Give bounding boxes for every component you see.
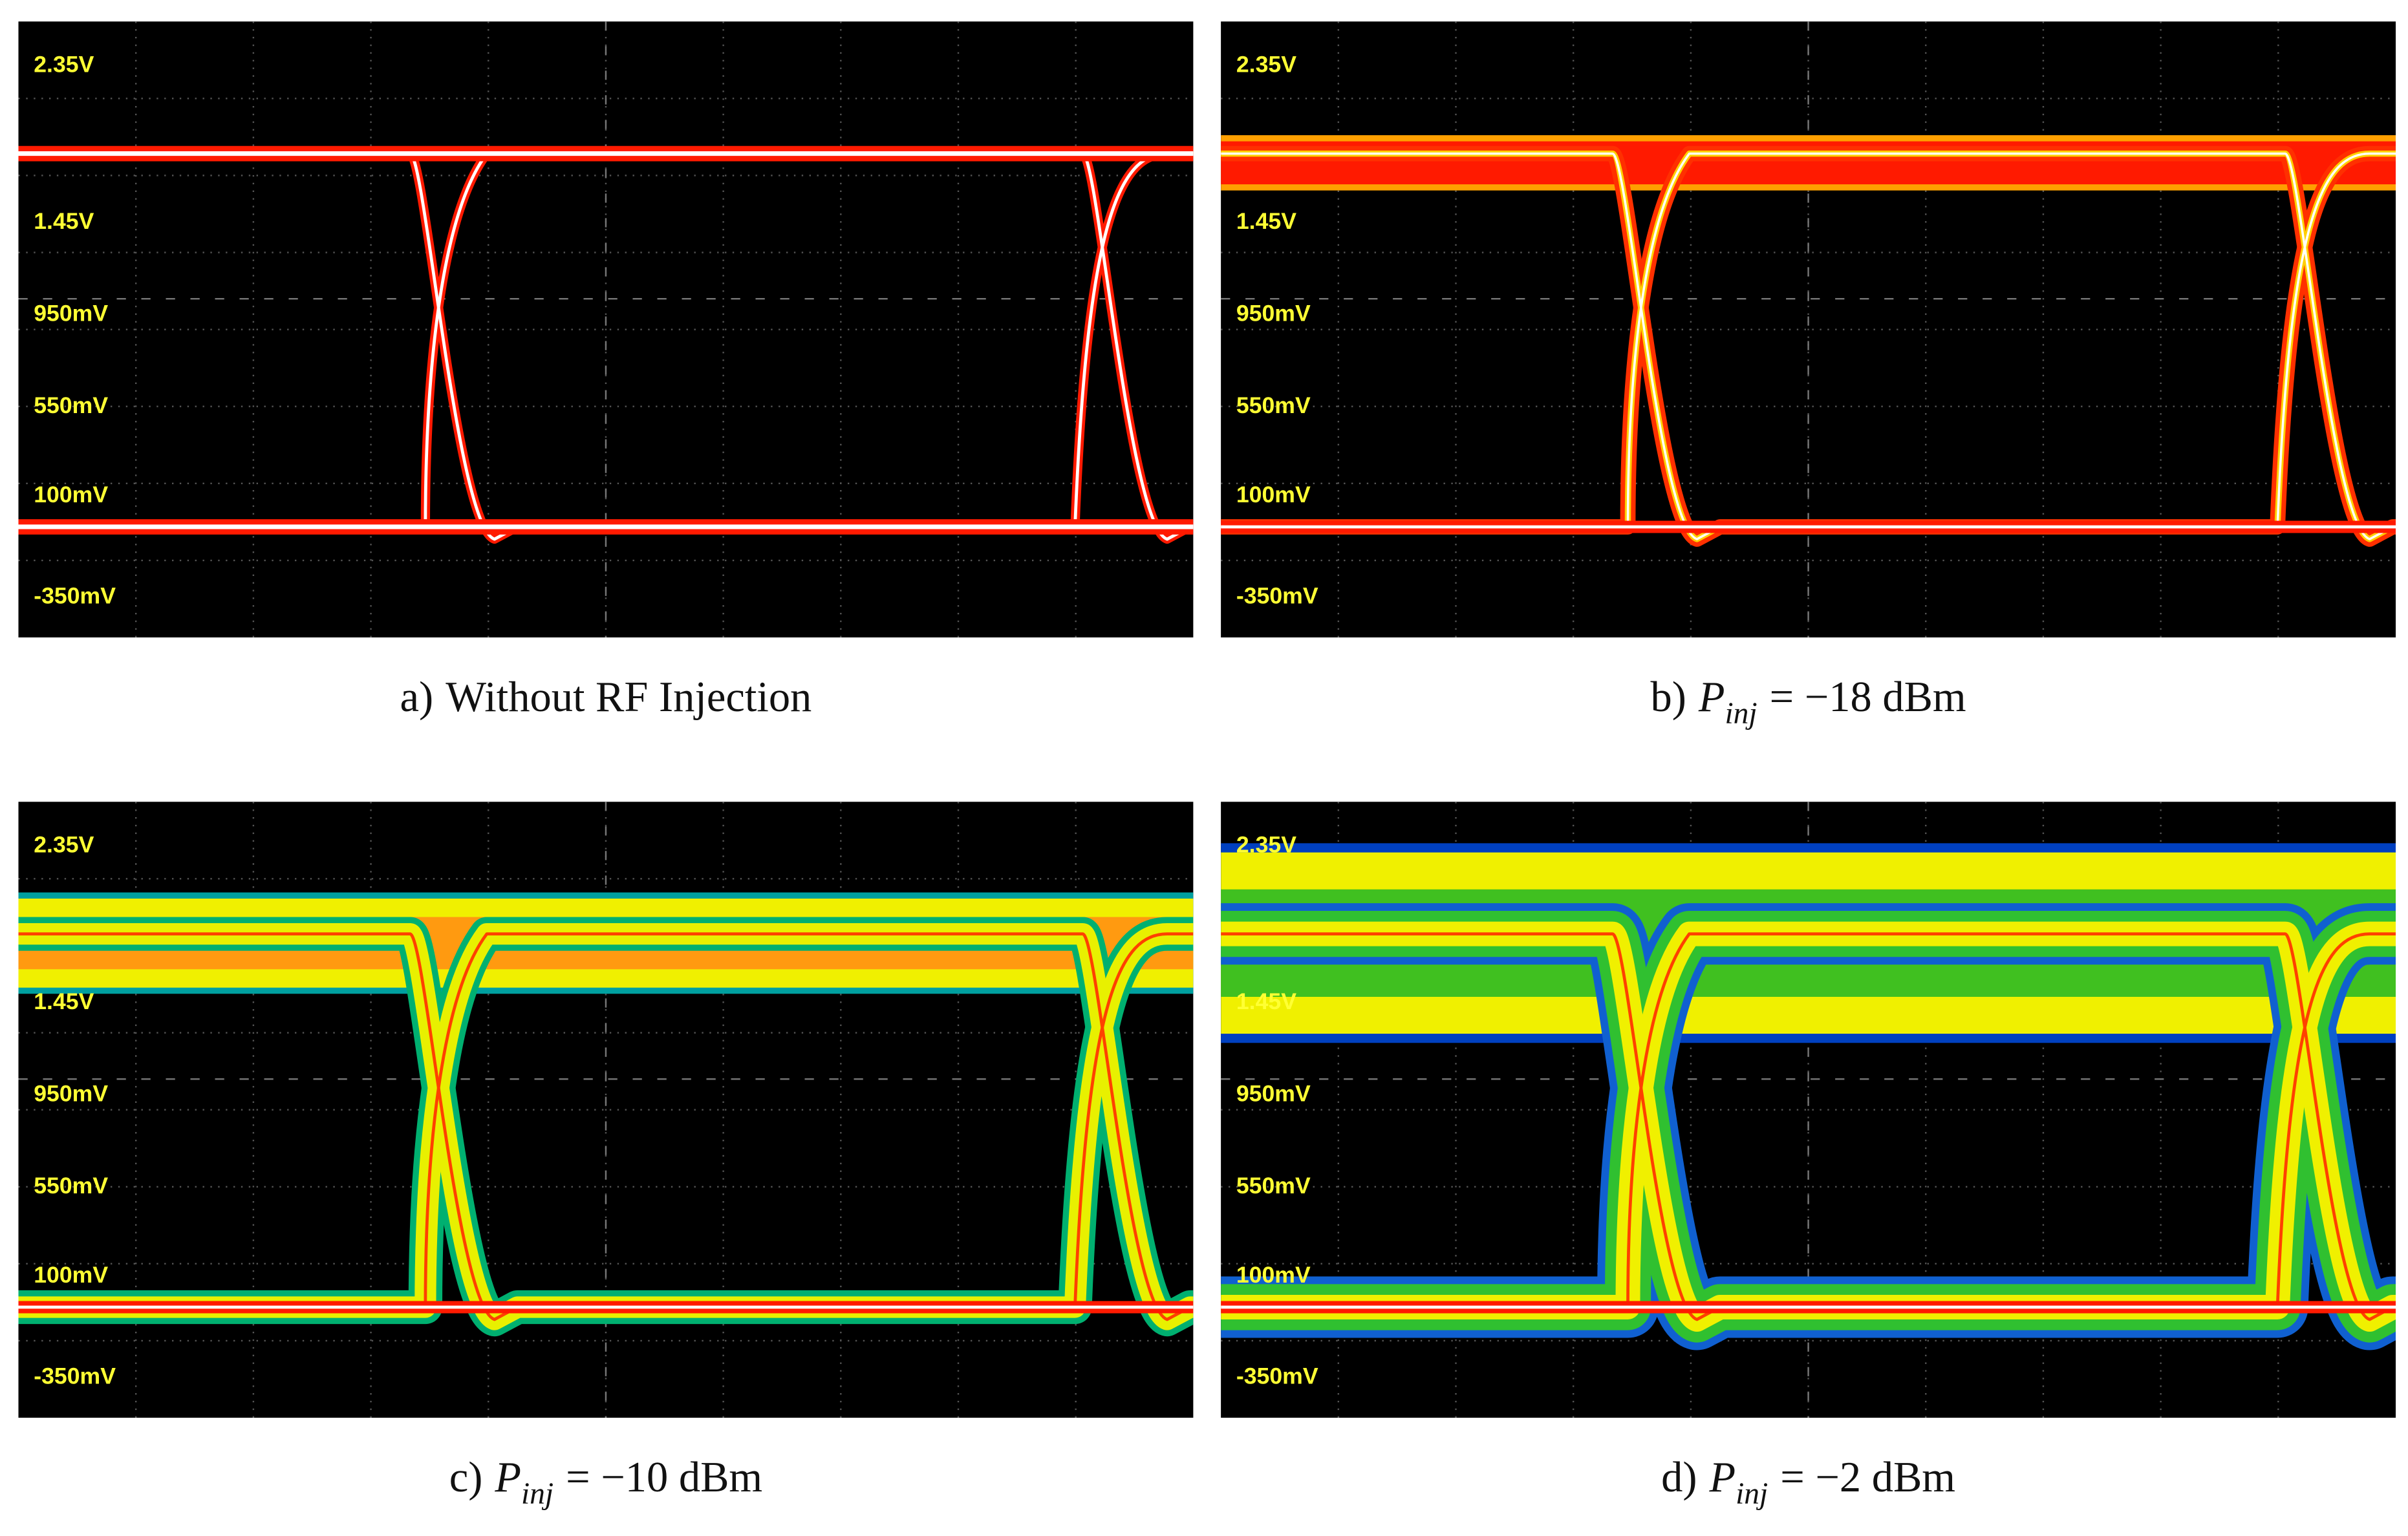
y-tick-label: 1.45V — [34, 988, 94, 1014]
y-tick-label: 550mV — [1236, 1173, 1311, 1199]
caption: a) Without RF Injection — [400, 674, 812, 721]
eye-edge — [1221, 152, 2396, 540]
y-tick-label: -350mV — [1236, 1363, 1318, 1389]
y-tick-label: 1.45V — [1236, 988, 1296, 1014]
eye-edge — [18, 932, 1194, 1321]
caption: c) Pinj = −10 dBm — [449, 1454, 762, 1511]
y-tick-label: 950mV — [34, 1080, 108, 1106]
caption-symbol: P — [494, 1454, 521, 1501]
y-tick-label: 550mV — [34, 392, 108, 418]
traces — [18, 145, 1194, 544]
caption: d) Pinj = −2 dBm — [1661, 1454, 1955, 1511]
y-tick-label: 950mV — [1236, 300, 1311, 326]
y-tick-label: 100mV — [1236, 1262, 1311, 1288]
caption-text: = −10 dBm — [566, 1454, 762, 1501]
traces — [1221, 843, 2396, 1350]
y-tick-label: 950mV — [1236, 1080, 1311, 1106]
y-tick-label: 100mV — [34, 1262, 108, 1288]
caption: b) Pinj = −18 dBm — [1650, 674, 1966, 731]
eye-panel: 2.35V 1.45V 950mV 550mV 100mV -350mV — [1221, 21, 2396, 638]
eye-panel: 2.35V 1.45V 950mV 550mV 100mV -350mV — [1221, 802, 2396, 1418]
y-tick-label: 950mV — [34, 300, 108, 326]
y-tick-label: 2.35V — [1236, 52, 1296, 78]
y-tick-label: 1.45V — [34, 208, 94, 234]
y-tick-label: 550mV — [34, 1173, 108, 1199]
eye-panel: 2.35V 1.45V 950mV 550mV 100mV -350mV — [18, 21, 1194, 638]
y-tick-label: 100mV — [34, 482, 108, 507]
y-tick-label: -350mV — [34, 583, 116, 609]
y-tick-label: 2.35V — [1236, 832, 1296, 858]
y-tick-label: 550mV — [1236, 392, 1311, 418]
caption-subscript: inj — [521, 1477, 554, 1511]
caption-label: b) — [1650, 674, 1686, 721]
caption-symbol: P — [1708, 1454, 1736, 1501]
y-tick-label: 100mV — [1236, 482, 1311, 507]
caption-text: = −2 dBm — [1780, 1454, 1955, 1501]
caption-text: = −18 dBm — [1770, 674, 1966, 721]
y-tick-label: 2.35V — [34, 52, 94, 78]
eye-panel: 2.35V 1.45V 950mV 550mV 100mV -350mV — [18, 802, 1194, 1418]
traces — [1221, 135, 2396, 547]
traces — [18, 892, 1194, 1337]
caption-label: c) — [449, 1454, 483, 1501]
eye-edge — [1221, 932, 2396, 1321]
caption-text: Without RF Injection — [446, 674, 812, 721]
y-tick-label: 1.45V — [1236, 208, 1296, 234]
caption-label: a) — [400, 674, 434, 721]
y-tick-label: -350mV — [34, 1363, 116, 1389]
caption-symbol: P — [1698, 674, 1725, 721]
caption-subscript: inj — [1725, 697, 1757, 731]
y-tick-label: -350mV — [1236, 583, 1318, 609]
y-tick-label: 2.35V — [34, 832, 94, 858]
caption-subscript: inj — [1736, 1477, 1768, 1511]
caption-label: d) — [1661, 1454, 1697, 1501]
